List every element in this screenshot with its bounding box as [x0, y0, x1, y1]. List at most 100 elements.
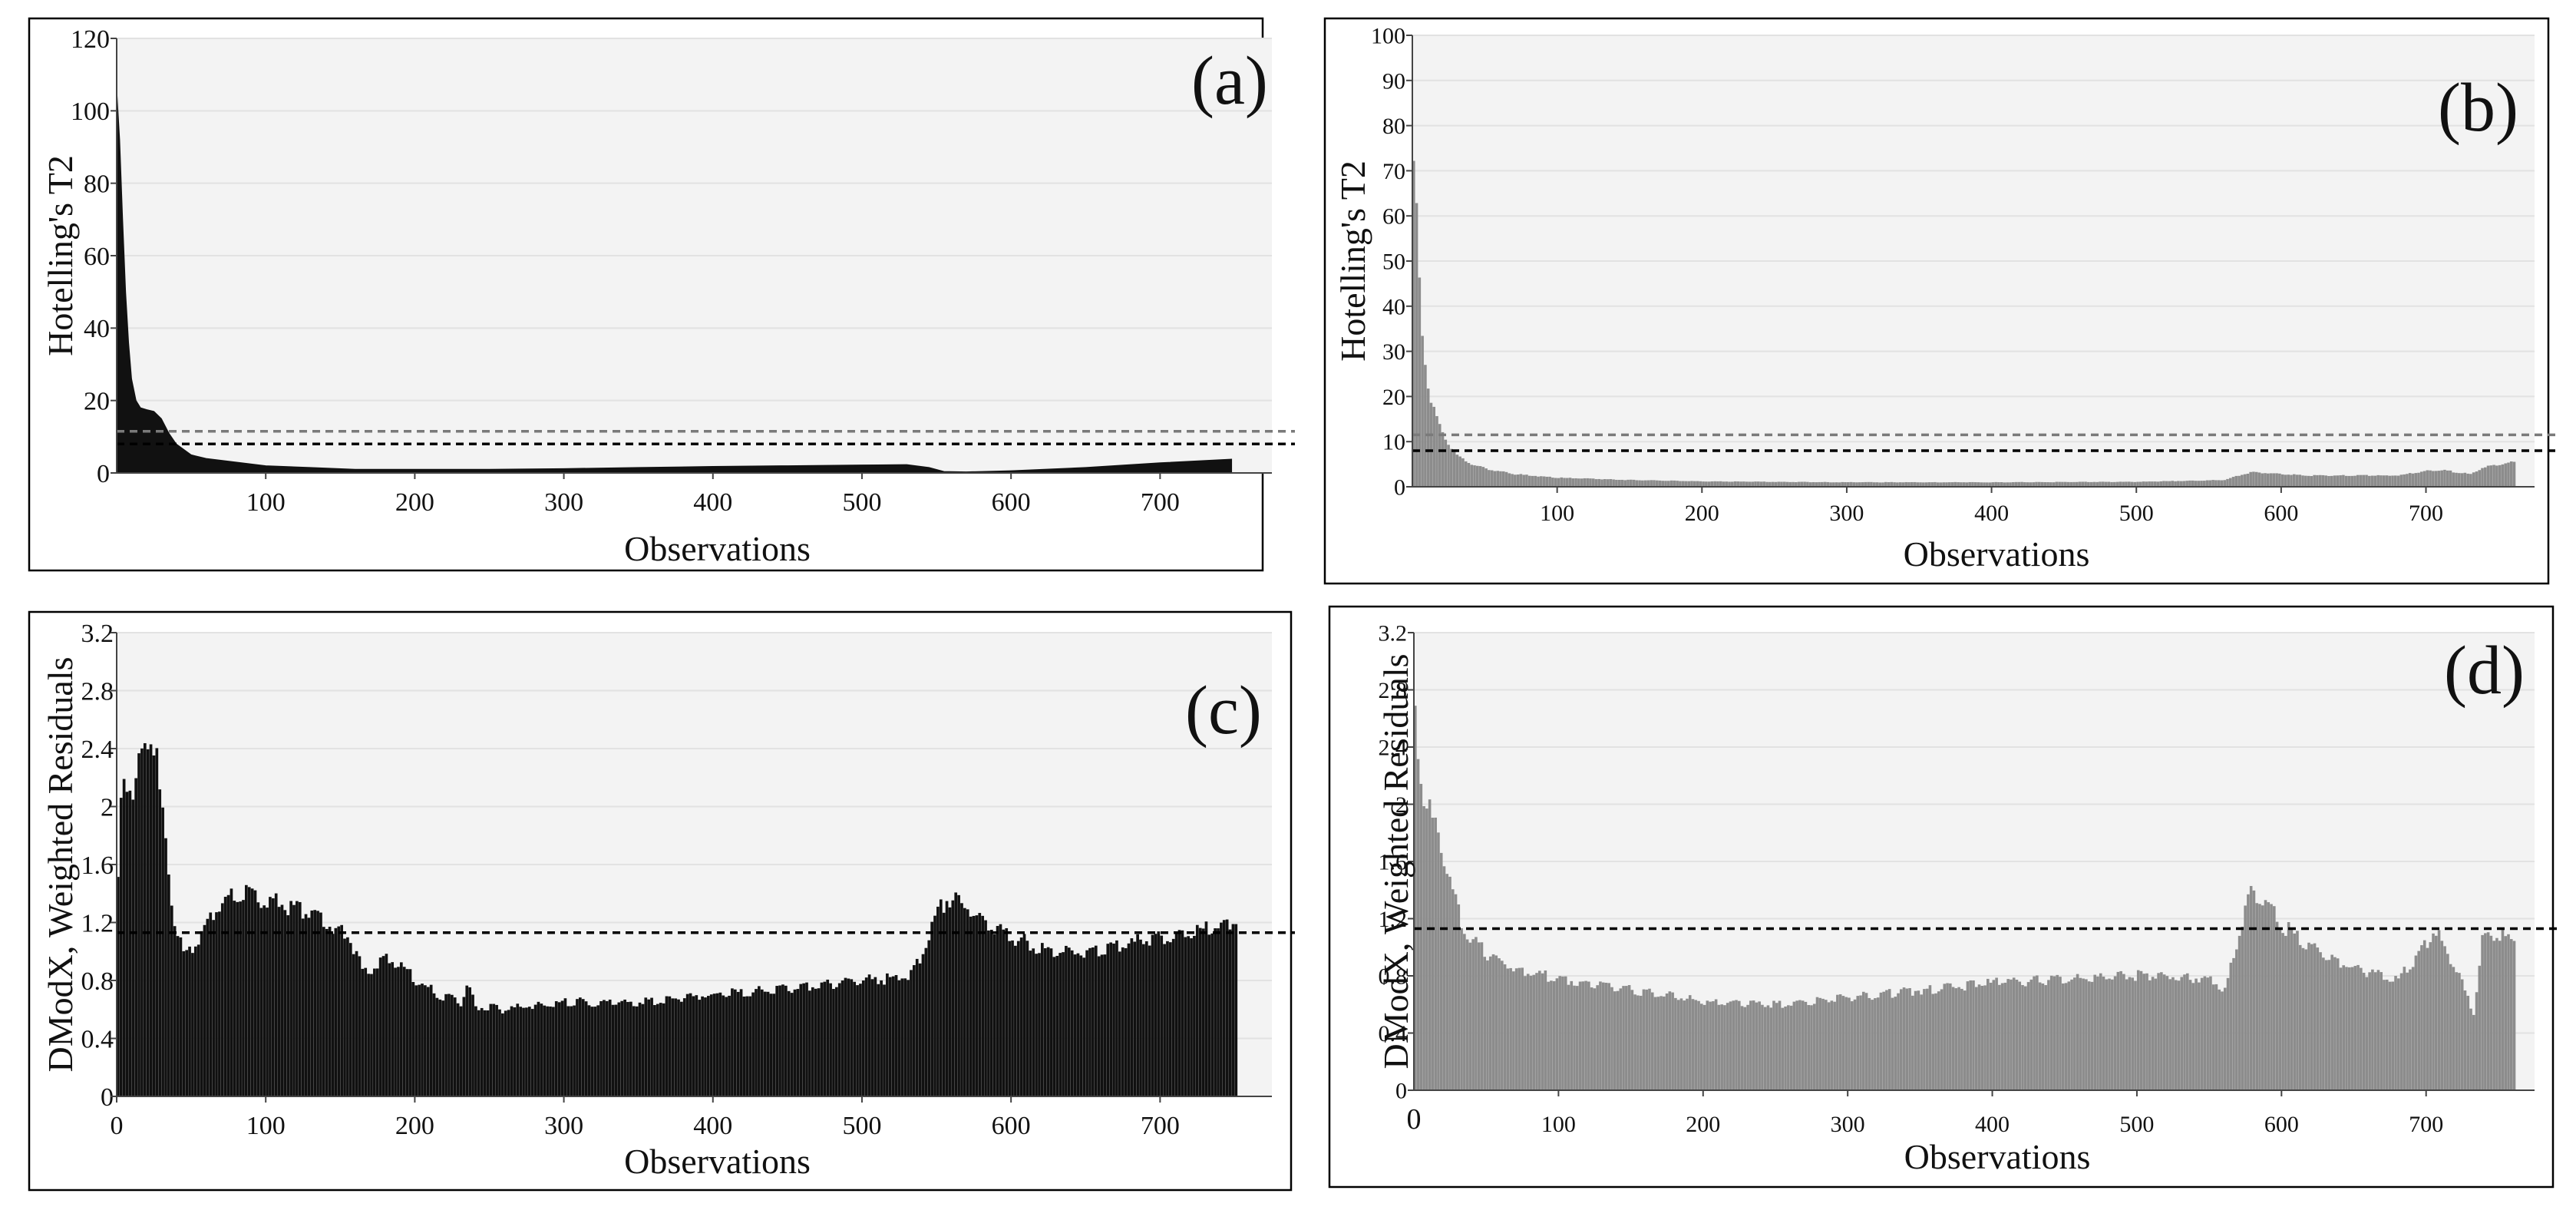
bar: [695, 995, 698, 1096]
bar: [1558, 976, 1561, 1090]
bar: [173, 926, 177, 1096]
bar: [134, 778, 137, 1096]
bar: [480, 1007, 484, 1096]
bar: [2252, 471, 2255, 487]
bar: [2151, 481, 2154, 487]
bar: [167, 874, 170, 1096]
bar: [671, 998, 675, 1096]
bar: [1884, 481, 1887, 487]
bar: [2229, 962, 2233, 1090]
bar: [325, 928, 329, 1096]
bar: [1808, 482, 1812, 487]
bar: [2342, 965, 2346, 1090]
bar: [1471, 939, 1475, 1090]
bar: [2177, 481, 2180, 487]
bar: [1560, 477, 1564, 487]
bar: [1962, 482, 1966, 487]
bar: [385, 954, 388, 1096]
bar: [1803, 481, 1806, 487]
bar: [1954, 988, 1958, 1090]
bar: [1522, 474, 1525, 487]
x-tick-label: 700: [2409, 1112, 2443, 1137]
bar: [1521, 967, 1524, 1090]
bar: [778, 985, 781, 1096]
bar: [2113, 481, 2116, 487]
bar: [751, 992, 755, 1096]
bar: [2397, 978, 2400, 1090]
bar: [2296, 931, 2299, 1090]
bar: [2021, 985, 2024, 1090]
bar: [1581, 981, 1585, 1090]
bar: [1980, 986, 1984, 1090]
bar: [447, 994, 451, 1096]
bar: [122, 779, 126, 1096]
bar: [1904, 481, 1907, 487]
bar: [611, 1004, 615, 1096]
bar: [1514, 474, 1517, 487]
bar: [1550, 980, 1553, 1090]
bar: [2115, 481, 2119, 487]
bar: [2136, 970, 2140, 1090]
bar: [1983, 985, 1986, 1090]
bar: [340, 924, 343, 1096]
bar: [689, 993, 692, 1096]
bar: [2110, 481, 2113, 487]
bar: [1488, 470, 1491, 487]
bar: [1617, 479, 1621, 487]
bar: [1606, 479, 1610, 487]
bar: [1669, 480, 1673, 487]
bar: [1519, 474, 1523, 487]
bar: [1699, 481, 1702, 487]
bar: [1568, 478, 1572, 487]
y-tick-label: 0: [97, 460, 110, 488]
bar: [137, 753, 140, 1096]
bar: [1478, 466, 1482, 487]
bar: [1800, 481, 1804, 487]
bar: [1160, 935, 1164, 1096]
bar: [1181, 930, 1184, 1096]
bar: [2252, 890, 2256, 1090]
bar: [2478, 965, 2482, 1090]
x-tick-label: 700: [1141, 1112, 1180, 1140]
bar: [563, 998, 567, 1096]
bar: [2287, 921, 2290, 1090]
bar: [662, 1003, 665, 1096]
bar: [504, 1010, 507, 1096]
bar: [590, 1007, 594, 1096]
bar: [2049, 975, 2053, 1090]
bar: [1577, 478, 1580, 487]
bar: [2472, 472, 2475, 487]
bar: [2307, 942, 2310, 1090]
bar: [2417, 951, 2420, 1090]
bar: [760, 989, 764, 1096]
bar: [2489, 935, 2493, 1090]
bar: [1653, 997, 1657, 1090]
bar: [2087, 981, 2091, 1090]
x-tick-label: 300: [544, 488, 583, 517]
bar: [1942, 482, 1946, 487]
bar: [289, 901, 292, 1096]
bar: [2307, 475, 2310, 487]
bar: [2237, 475, 2241, 487]
bar: [1485, 468, 1488, 487]
bar: [1934, 481, 1937, 487]
bar: [2063, 481, 2067, 487]
bar: [408, 969, 412, 1096]
bar: [2159, 481, 2162, 487]
bar: [799, 984, 803, 1096]
bar: [918, 963, 922, 1096]
bar: [161, 807, 164, 1096]
bar: [665, 996, 669, 1096]
bar: [1971, 481, 1974, 487]
bar: [2247, 894, 2250, 1090]
bar: [1806, 481, 1809, 487]
bar: [2284, 474, 2287, 487]
bar: [2409, 969, 2412, 1090]
bar: [1616, 990, 1620, 1090]
panel-label: (c): [1185, 673, 1262, 749]
bar: [844, 977, 847, 1096]
bar: [1591, 478, 1595, 487]
bar: [1467, 462, 1471, 487]
bar: [2330, 954, 2333, 1090]
bar: [2220, 480, 2224, 487]
